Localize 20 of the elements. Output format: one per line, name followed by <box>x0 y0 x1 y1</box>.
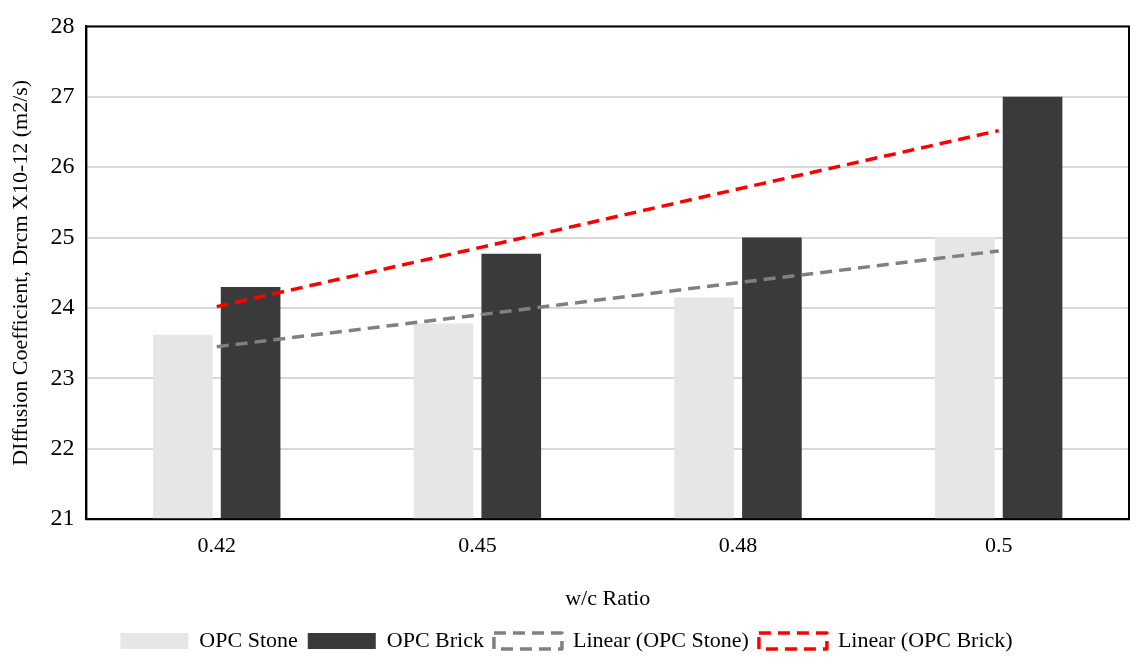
y-tick-label: 23 <box>50 363 75 390</box>
y-tick-label: 26 <box>50 152 75 179</box>
legend-label: Linear (OPC Brick) <box>837 626 1013 652</box>
y-axis-title: DIffusion Coefficient, Drcm X10-12 (m2/s) <box>6 79 32 466</box>
y-tick-label: 22 <box>50 434 75 461</box>
legend-label: OPC Brick <box>386 626 484 652</box>
y-tick-label: 27 <box>50 82 75 109</box>
line-series <box>214 249 1001 349</box>
x-tick-label: 0.42 <box>197 532 236 558</box>
y-tick-label: 21 <box>50 504 75 531</box>
y-tick-label: 28 <box>50 11 75 38</box>
y-tick-label: 24 <box>50 293 75 320</box>
y-tick-label: 25 <box>50 222 75 249</box>
legend-label: Linear (OPC Stone) <box>572 626 749 652</box>
legend-label: OPC Stone <box>199 626 298 652</box>
x-tick-label: 0.45 <box>458 532 497 558</box>
x-tick-label: 0.5 <box>984 532 1013 558</box>
x-axis-title: w/c Ratio <box>565 584 651 610</box>
line-series <box>214 128 1001 309</box>
x-tick-label: 0.48 <box>718 532 758 558</box>
